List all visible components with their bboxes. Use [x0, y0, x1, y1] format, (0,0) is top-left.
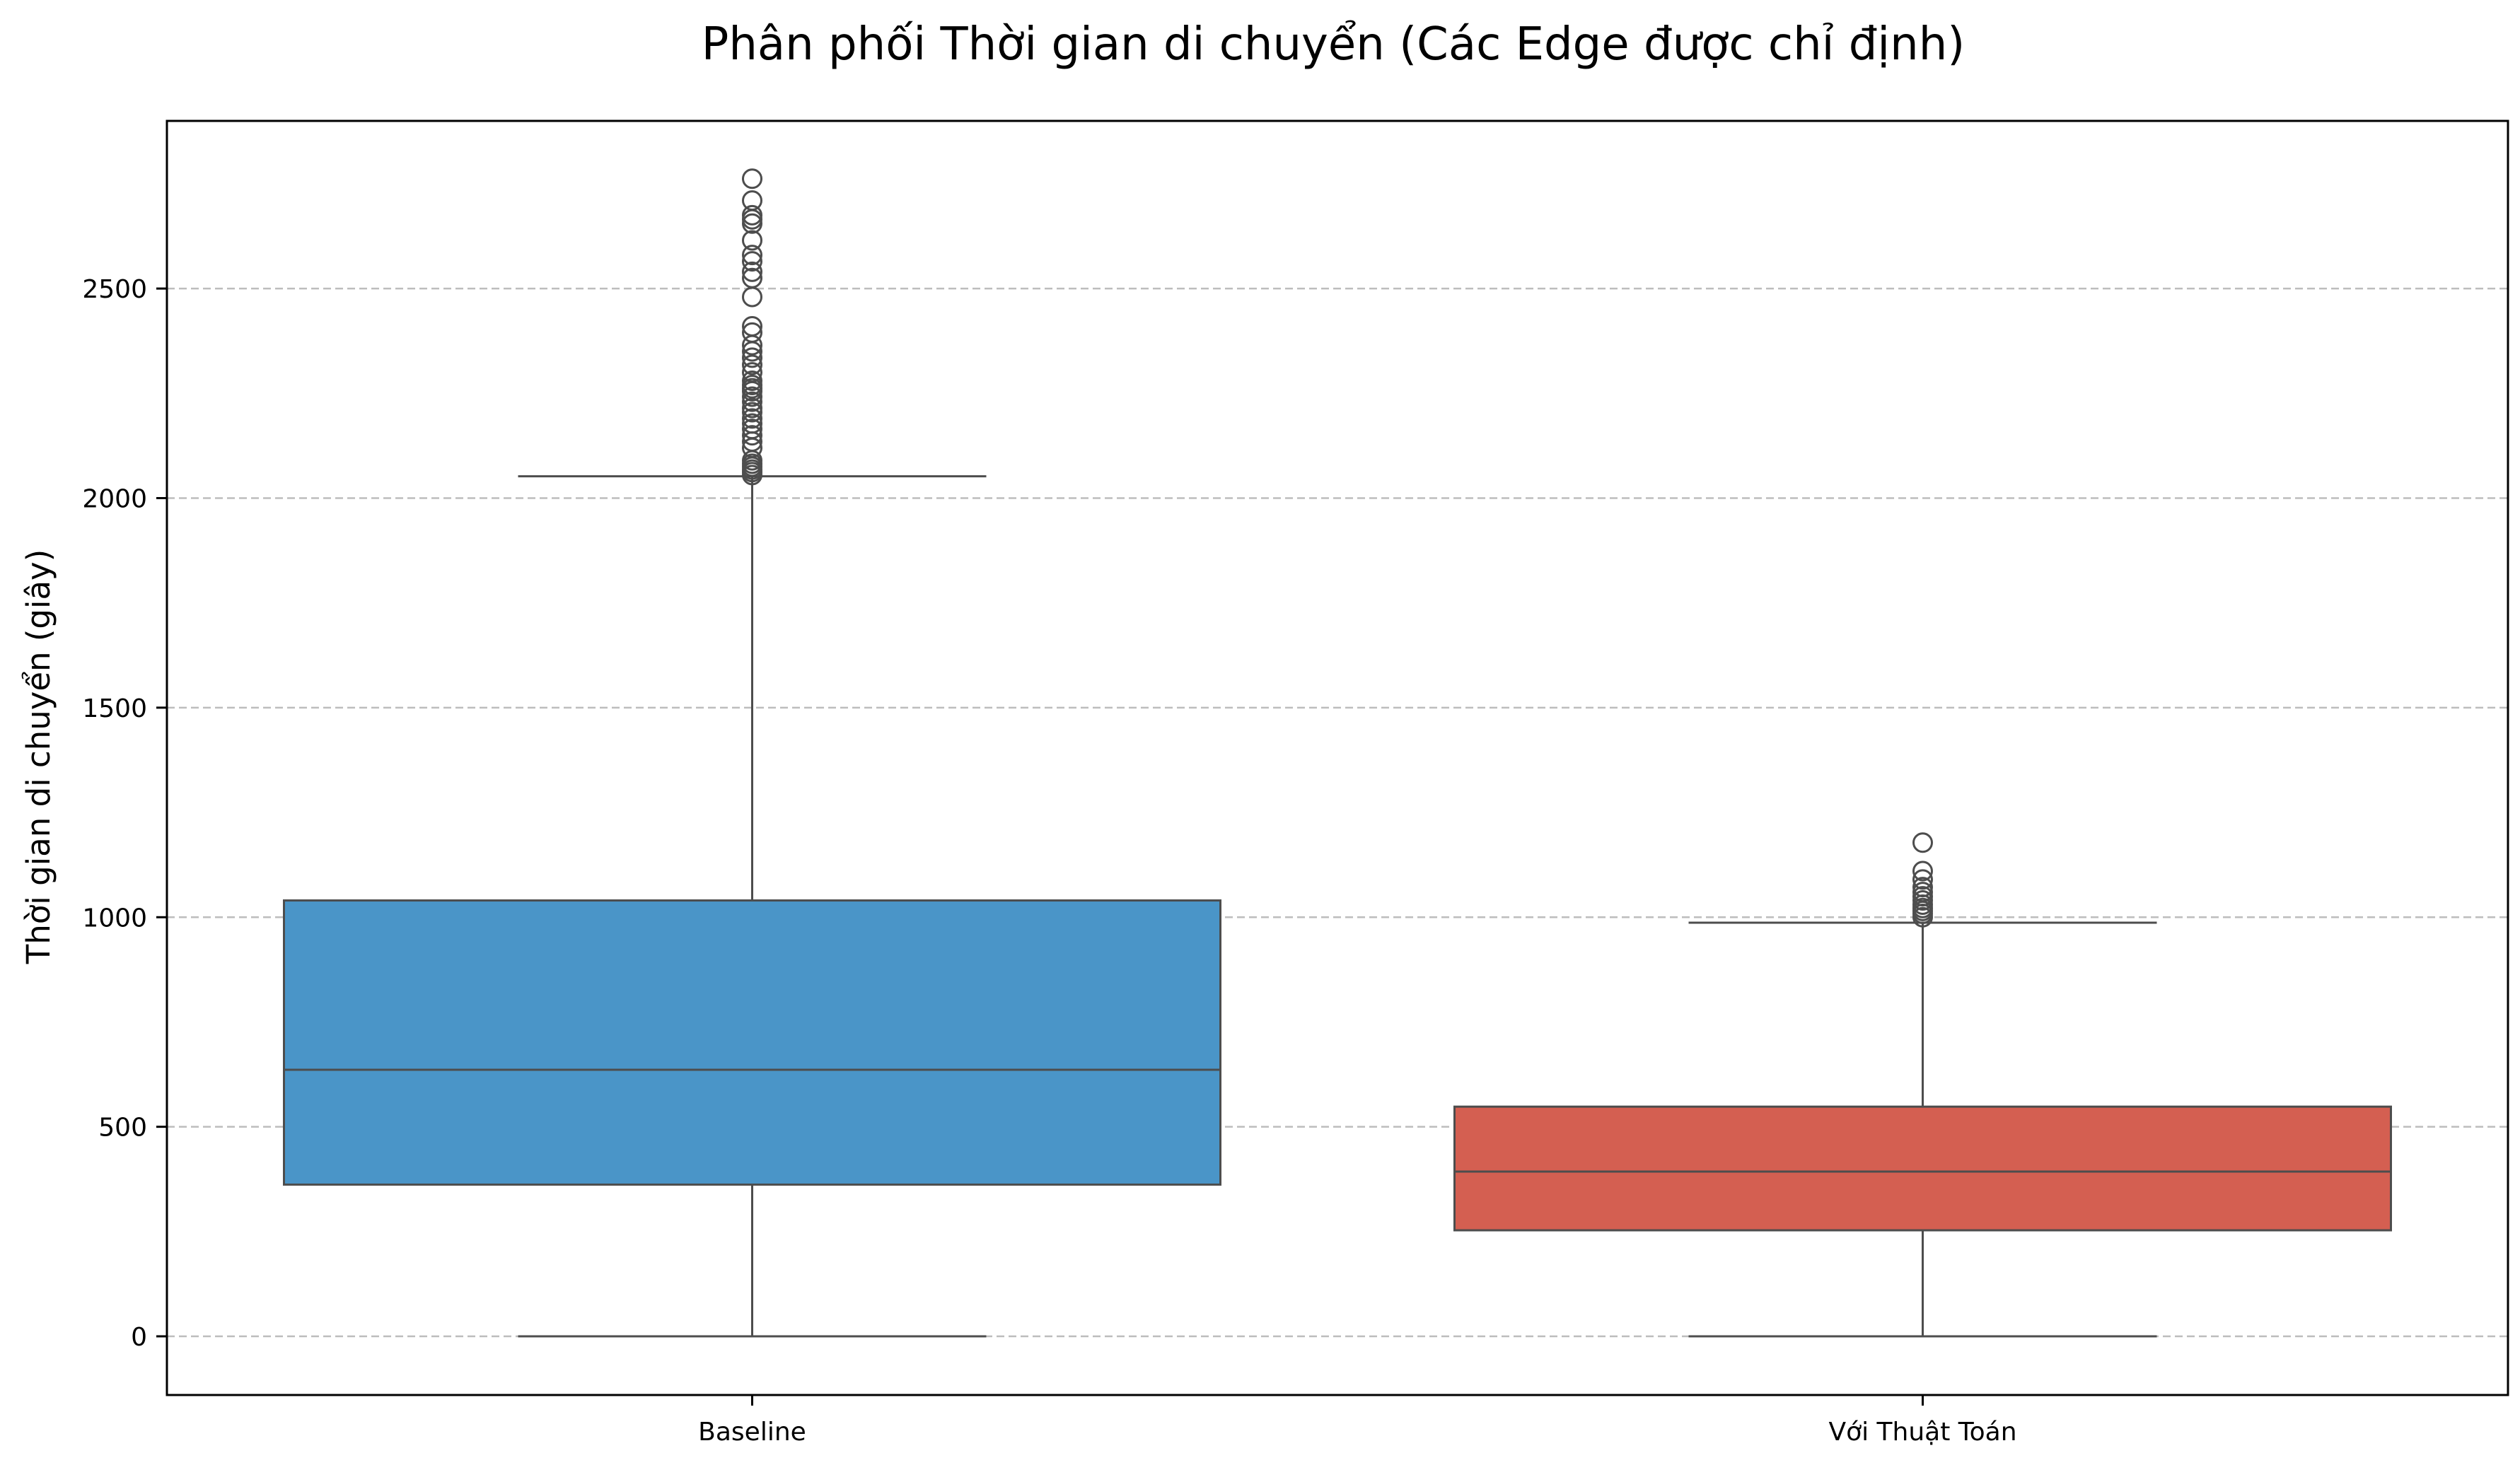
chart-title: Phân phối Thời gian di chuyển (Các Edge …	[702, 18, 1966, 71]
outlier-point	[742, 190, 762, 211]
outlier-point	[742, 245, 762, 266]
box-iqr	[283, 899, 1221, 1186]
boxes	[283, 168, 2392, 1338]
outlier-point	[742, 286, 762, 308]
outlier-point	[1912, 832, 1933, 853]
outlier-point	[742, 408, 762, 429]
y-tick-label: 0	[131, 1323, 147, 1352]
outlier-point	[1912, 882, 1933, 903]
outlier-point	[742, 315, 762, 337]
outlier-point	[1912, 860, 1933, 882]
axes: 0 500 1000 1500 2000 2500 Baseline Với Thuật To…	[82, 275, 2016, 1447]
outlier-point	[742, 397, 762, 419]
outlier-point	[742, 347, 762, 368]
outlier-point	[742, 204, 762, 226]
outlier-point	[742, 386, 762, 407]
y-tick-label: 500	[98, 1114, 147, 1143]
outlier-point	[742, 322, 762, 343]
y-tick-label: 1500	[82, 694, 147, 723]
y-tick-label: 2500	[82, 275, 147, 304]
outlier-point	[742, 354, 762, 375]
y-tick-label: 1000	[82, 904, 147, 933]
outlier-point	[742, 251, 762, 272]
outlier-point	[742, 261, 762, 282]
outlier-point	[742, 425, 762, 446]
outlier-point	[742, 413, 762, 434]
outlier-point	[742, 419, 762, 440]
box-group-0	[283, 168, 1221, 1338]
outlier-point	[1912, 877, 1933, 898]
outlier-point	[742, 370, 762, 392]
outlier-point	[742, 209, 762, 230]
box-group-1	[1453, 832, 2392, 1338]
y-axis-label: Thời gian di chuyển (giây)	[20, 549, 57, 965]
outlier-point	[742, 391, 762, 412]
plot-frame	[166, 119, 2509, 1396]
y-tick-label: 2000	[82, 484, 147, 513]
outlier-point	[742, 362, 762, 383]
outlier-point	[1912, 869, 1933, 890]
box-iqr	[1453, 1105, 2392, 1232]
x-tick-label: Với Thuật Toán	[1828, 1418, 2016, 1447]
outlier-point	[742, 267, 762, 288]
outlier-point	[742, 230, 762, 251]
outlier-point	[742, 168, 762, 189]
x-tick-label: Baseline	[698, 1418, 806, 1447]
